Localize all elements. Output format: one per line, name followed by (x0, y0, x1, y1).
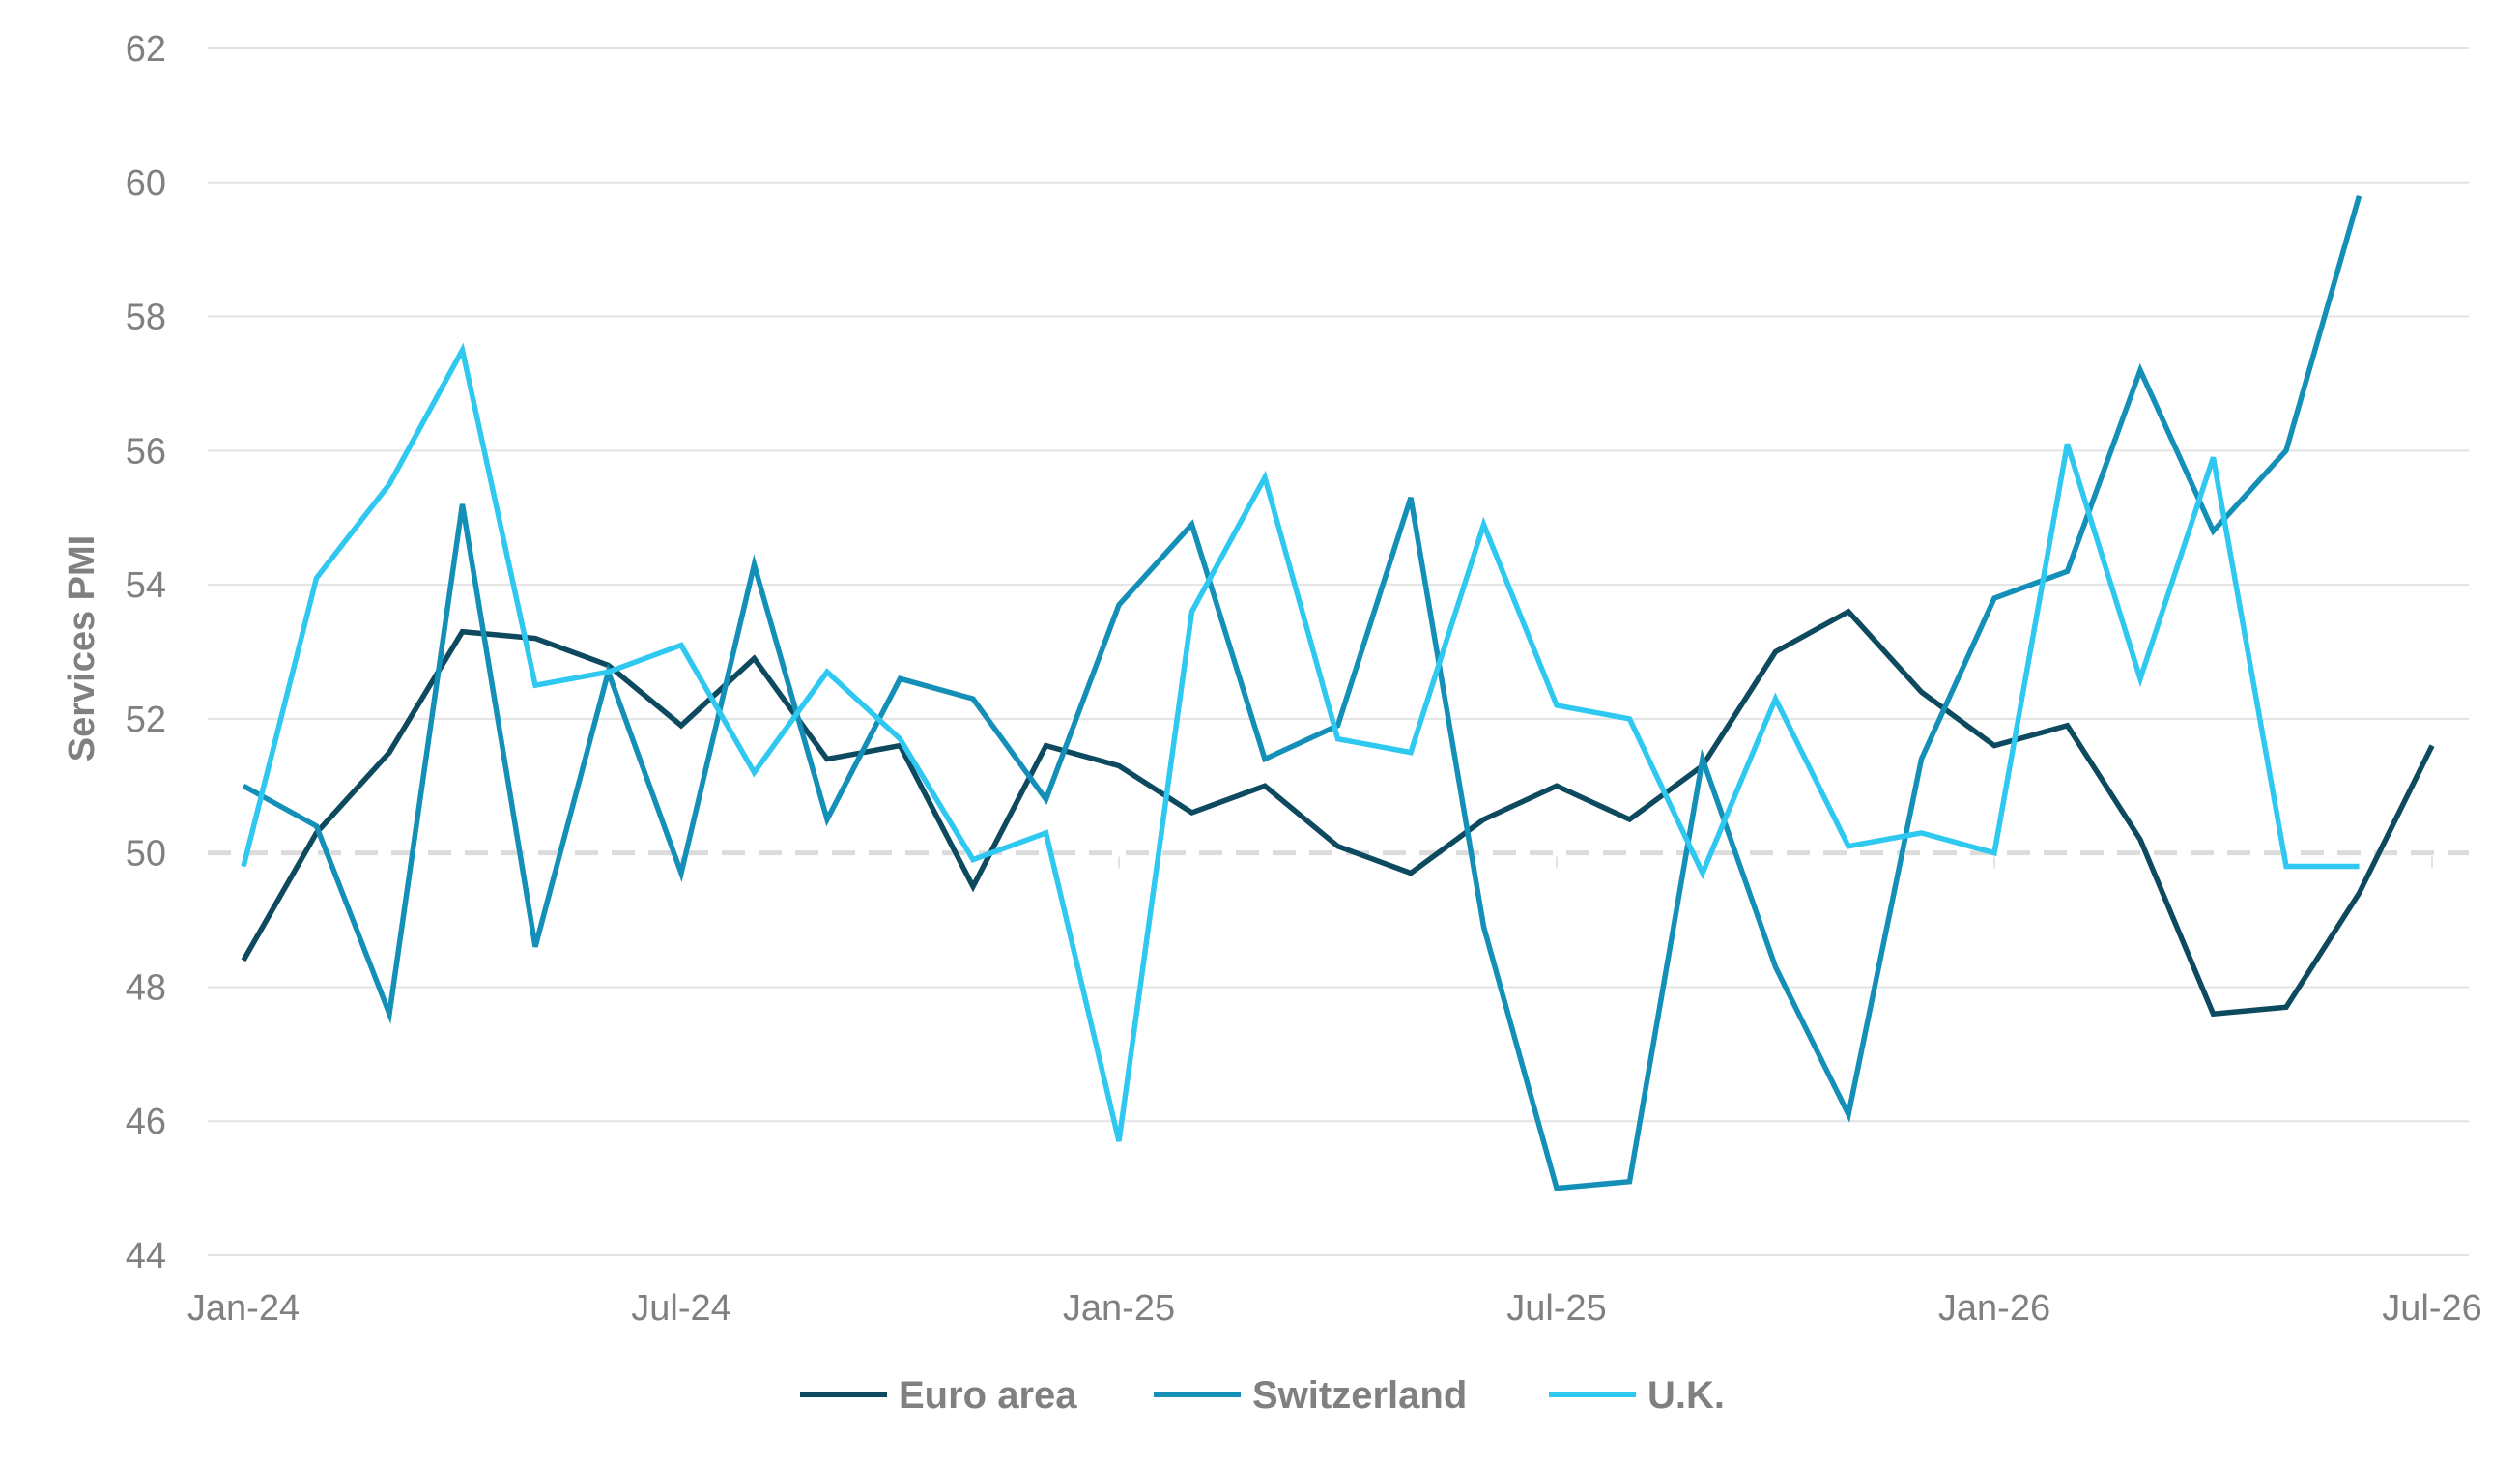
x-tick-label: Jul-26 (2382, 1288, 2482, 1329)
grid-lines (208, 47, 2469, 1256)
legend-label-switzerland: Switzerland (1252, 1374, 1467, 1417)
x-tick-label: Jan-25 (1063, 1288, 1175, 1329)
y-tick-label: 50 (126, 834, 166, 875)
y-tick-label: 62 (126, 29, 166, 70)
y-tick-label: 52 (126, 700, 166, 740)
y-tick-label: 44 (126, 1236, 166, 1277)
y-tick-label: 56 (126, 431, 166, 472)
x-tick-label: Jul-24 (631, 1288, 731, 1329)
y-tick-labels: 44 46 48 50 52 54 56 58 60 62 (126, 29, 166, 1277)
y-tick-label: 60 (126, 163, 166, 204)
legend-label-euro-area: Euro area (899, 1374, 1077, 1417)
series-line-u-k (241, 342, 2360, 1142)
x-tick-labels: Jan-24 Jul-24 Jan-25 Jul-25 Jan-26 Jul-26 (187, 856, 2482, 1329)
y-tick-label: 54 (126, 565, 166, 606)
series-line-switzerland (242, 194, 2362, 1191)
legend: Euro area Switzerland U.K. (800, 1374, 1725, 1417)
y-tick-label: 48 (126, 967, 166, 1008)
legend-label-u-k: U.K. (1647, 1374, 1725, 1417)
x-tick-label: Jul-25 (1506, 1288, 1607, 1329)
y-tick-label: 46 (126, 1102, 166, 1142)
series-lines (241, 194, 2435, 1191)
y-axis-label: Services PMI (62, 535, 102, 761)
y-tick-label: 58 (126, 298, 166, 338)
x-tick-label: Jan-24 (187, 1288, 300, 1329)
x-tick-label: Jan-26 (1938, 1288, 2050, 1329)
